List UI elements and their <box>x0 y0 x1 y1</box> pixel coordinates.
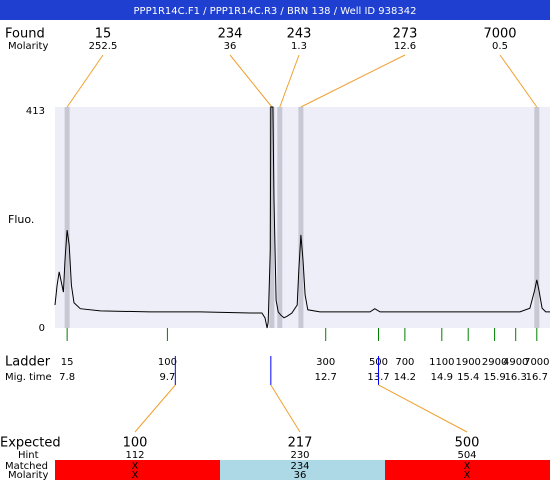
ladder-size: 7000 <box>524 357 549 368</box>
title-bar <box>0 0 550 20</box>
match-segment <box>385 460 550 480</box>
expected-connector <box>270 384 301 433</box>
ladder-size: 1100 <box>429 357 454 368</box>
ladder-time: 15.4 <box>457 372 479 383</box>
expected-hint: 230 <box>290 450 309 461</box>
y-tick-label: 413 <box>26 106 45 117</box>
y-axis-label: Fluo. <box>8 213 34 226</box>
found-connector <box>229 54 273 108</box>
hint-label: Hint <box>18 450 39 461</box>
found-connector <box>499 54 538 108</box>
expected-hint: 504 <box>457 450 476 461</box>
ladder-time: 16.7 <box>526 372 548 383</box>
expected-connector <box>134 384 176 433</box>
ladder-size: 15 <box>61 357 74 368</box>
found-molarity: 1.3 <box>291 41 307 52</box>
expected-molarity: 36 <box>294 470 307 480</box>
expected-label: Expected <box>0 436 61 451</box>
found-connector <box>300 54 406 108</box>
molarity-label: Molarity <box>8 41 48 52</box>
match-segment <box>55 460 220 480</box>
ladder-time: 7.8 <box>59 372 75 383</box>
peak-band <box>64 107 70 328</box>
expected-matched: X <box>132 461 139 472</box>
found-molarity: 12.6 <box>394 41 416 52</box>
expected-matched: 234 <box>290 461 309 472</box>
expected-molarity-label: Molarity <box>8 470 48 480</box>
expected-connector <box>378 384 468 433</box>
ladder-label: Ladder <box>5 355 51 370</box>
expected-molarity: X <box>464 470 471 480</box>
title: PPP1R14C.F1 / PPP1R14C.R3 / BRN 138 / We… <box>134 6 417 17</box>
ladder-size: 100 <box>158 357 177 368</box>
found-size: 15 <box>95 27 112 42</box>
found-size: 7000 <box>483 27 516 42</box>
peak-band <box>534 107 540 328</box>
expected-molarity: X <box>132 470 139 480</box>
matched-label: Matched <box>5 461 48 472</box>
expected-size: 100 <box>123 436 148 451</box>
peak-band <box>298 107 304 328</box>
ladder-time: 15.9 <box>483 372 505 383</box>
mig-time-label: Mig. time <box>5 372 52 383</box>
ladder-time: 9.7 <box>159 372 175 383</box>
found-connector <box>66 54 104 108</box>
peak-band <box>277 107 283 328</box>
found-molarity: 252.5 <box>89 41 118 52</box>
expected-matched: X <box>464 461 471 472</box>
ladder-time: 12.7 <box>315 372 337 383</box>
found-connector <box>279 54 300 108</box>
found-label: Found <box>5 27 45 42</box>
expected-size: 500 <box>455 436 480 451</box>
ladder-size: 1900 <box>455 357 480 368</box>
ladder-size: 700 <box>395 357 414 368</box>
ladder-size: 2900 <box>482 357 507 368</box>
peak-band <box>269 107 275 328</box>
ladder-size: 4900 <box>503 357 528 368</box>
ladder-time: 16.3 <box>505 372 527 383</box>
match-segment <box>220 460 385 480</box>
ladder-time: 14.2 <box>394 372 416 383</box>
ladder-size: 300 <box>316 357 335 368</box>
found-size: 273 <box>393 27 418 42</box>
y-tick-label: 0 <box>39 323 45 334</box>
found-size: 243 <box>287 27 312 42</box>
found-molarity: 0.5 <box>492 41 508 52</box>
found-molarity: 36 <box>224 41 237 52</box>
found-size: 234 <box>218 27 243 42</box>
expected-size: 217 <box>288 436 313 451</box>
trace <box>54 106 550 329</box>
expected-hint: 112 <box>125 450 144 461</box>
ladder-time: 14.9 <box>431 372 453 383</box>
